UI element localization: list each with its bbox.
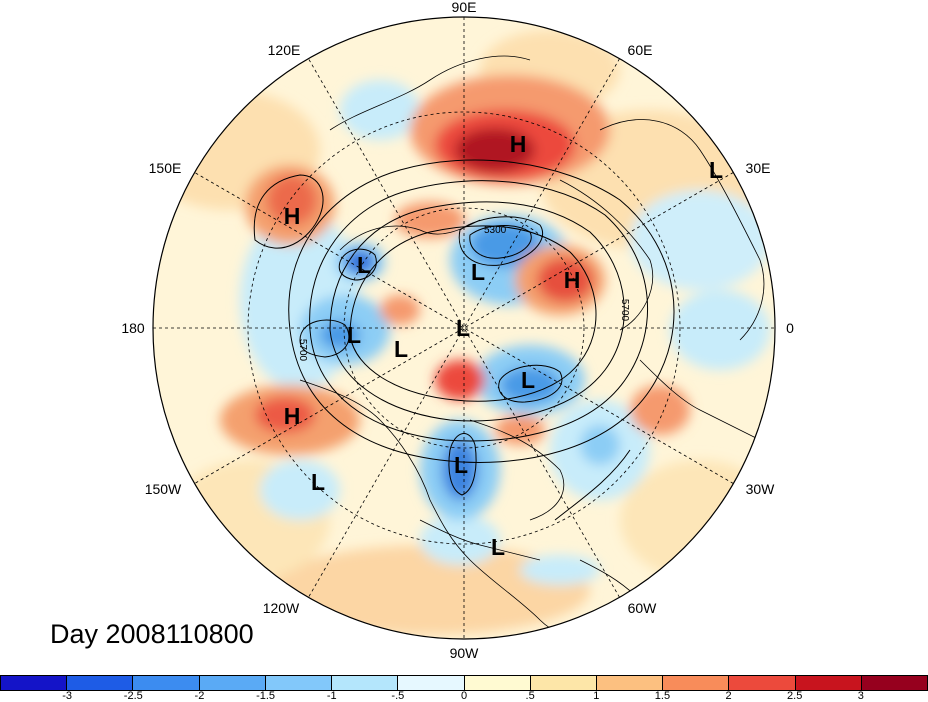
lon-label: 120W (263, 600, 300, 616)
colorbar-tick: 3 (857, 690, 864, 702)
low-pressure-marker: L (454, 452, 468, 478)
colorbar-segment (67, 676, 134, 690)
high-pressure-marker: H (284, 403, 301, 429)
lon-label: 60W (628, 600, 658, 616)
lon-label: 90W (450, 645, 480, 661)
lon-label: 0 (786, 320, 794, 336)
low-pressure-marker: L (471, 259, 485, 285)
colorbar-tick: -2 (194, 690, 205, 702)
colorbar-segment (861, 676, 928, 690)
low-pressure-marker: L (347, 322, 361, 348)
colorbar-tick: 1.5 (654, 690, 671, 702)
low-pressure-marker: L (357, 252, 371, 278)
colorbar-tick: -2.5 (123, 690, 143, 702)
pressure-systems: H L H L L H L L L L H L L L (284, 131, 723, 560)
lon-label: 30E (746, 160, 771, 176)
graticule (153, 17, 775, 639)
contour-labels: 5300 5700 5700 (297, 225, 630, 362)
lon-label: 90E (452, 0, 477, 15)
height-contours (253, 159, 675, 521)
colorbar-segment (464, 676, 531, 690)
low-pressure-marker: L (709, 157, 723, 183)
high-pressure-marker: H (564, 267, 581, 293)
colorbar-segment (596, 676, 664, 690)
high-pressure-marker: H (284, 203, 301, 229)
lon-label: 120E (268, 42, 301, 58)
colorbar-segment (199, 676, 266, 690)
colorbar-tick: -3 (62, 690, 73, 702)
low-pressure-marker: L (394, 336, 408, 362)
colorbar-tick: .5 (525, 690, 535, 702)
date-label: Day 2008110800 (50, 619, 254, 649)
colorbar-tick: -1.5 (256, 690, 276, 702)
lon-label: 180 (121, 320, 145, 336)
lon-label: 30W (746, 481, 776, 497)
colorbar-tick-labels: -3 -2.5 -2 -1.5 -1 -.5 0 .5 1 1.5 2 2.5 … (0, 690, 928, 702)
colorbar (0, 675, 928, 691)
contour-label: 5700 (619, 299, 630, 322)
high-pressure-marker: H (510, 131, 527, 157)
lon-label: 150W (145, 481, 182, 497)
low-pressure-marker: L (311, 469, 325, 495)
colorbar-tick: 1 (593, 690, 600, 702)
anomaly-field (153, 17, 775, 639)
colorbar-segment (1, 676, 68, 690)
colorbar-tick: 0 (460, 690, 468, 702)
colorbar-tick: -.5 (391, 690, 405, 702)
coastlines (299, 55, 765, 639)
contour-label: 5700 (297, 339, 308, 362)
low-pressure-marker: L (456, 315, 470, 341)
colorbar-segment (332, 676, 399, 690)
lon-label: 150E (149, 160, 182, 176)
low-pressure-marker: L (491, 534, 505, 560)
colorbar-tick: -1 (326, 690, 337, 702)
lon-label: 60E (628, 42, 653, 58)
colorbar-segment (663, 676, 730, 690)
map-border (152, 16, 776, 640)
low-pressure-marker: L (521, 367, 535, 393)
colorbar-segment (133, 676, 200, 690)
colorbar-segment (265, 676, 333, 690)
colorbar-tick: 2.5 (787, 690, 803, 702)
longitude-labels: 90E 60E 30E 0 30W 60W 90W 120W 150W 180 … (121, 0, 794, 661)
colorbar-segment (398, 676, 465, 690)
contour-label: 5300 (484, 225, 507, 236)
colorbar-tick: 2 (725, 690, 732, 702)
colorbar-segment (795, 676, 862, 690)
colorbar-segment (530, 676, 597, 690)
colorbar-segment (729, 676, 796, 690)
